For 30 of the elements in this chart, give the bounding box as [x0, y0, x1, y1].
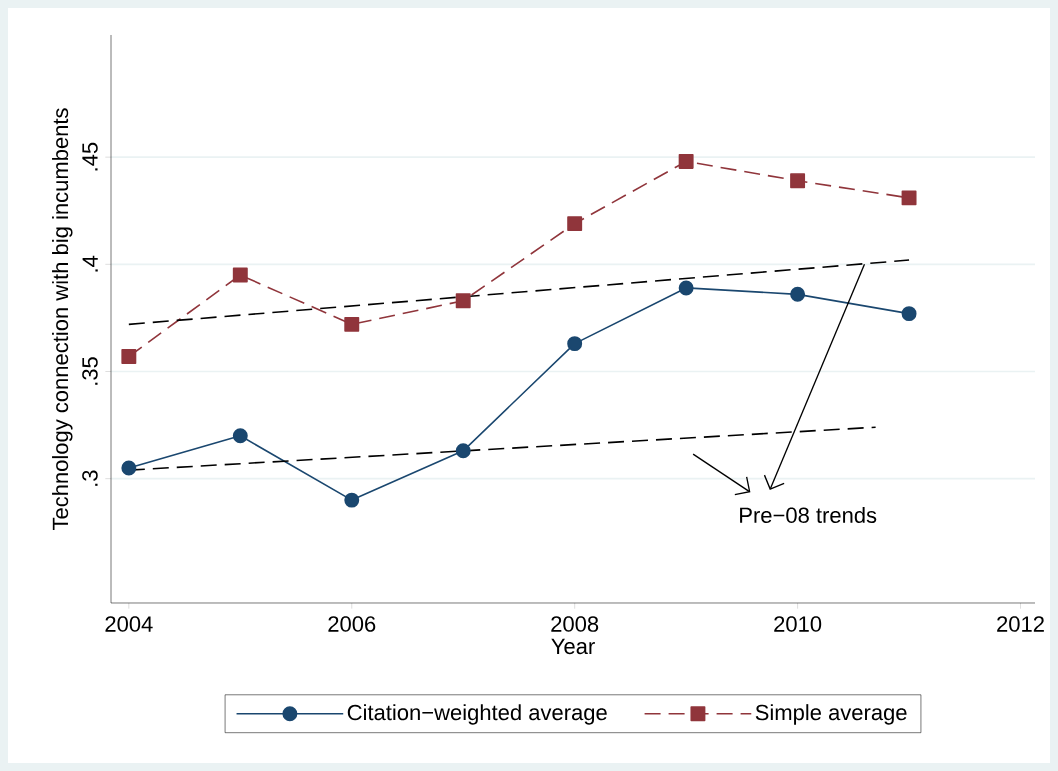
legend-label: Simple average — [755, 704, 907, 725]
point — [455, 443, 471, 459]
point — [567, 216, 583, 232]
point — [344, 316, 360, 332]
point — [790, 286, 806, 302]
x-tick-label: 2012 — [997, 616, 1044, 632]
point — [678, 153, 694, 169]
point — [232, 428, 248, 444]
point — [678, 280, 694, 296]
x-axis-title: Year — [551, 638, 595, 655]
y-tick-label: .45 — [82, 142, 98, 171]
annotation: Pre−08 trends — [740, 506, 877, 524]
x-tick-label: 2004 — [105, 616, 153, 632]
point — [790, 173, 806, 189]
x-tick-label: 2006 — [328, 616, 376, 632]
point — [344, 492, 360, 508]
legend-label: Citation−weighted average — [347, 704, 607, 725]
point — [121, 349, 137, 364]
x-tick-label: 2008 — [551, 616, 599, 632]
point — [901, 306, 917, 322]
x-tick-label: 2010 — [774, 616, 822, 632]
point — [121, 460, 137, 476]
point — [455, 293, 471, 309]
point — [567, 336, 583, 352]
point — [901, 190, 917, 206]
y-tick-label: .35 — [82, 357, 98, 385]
y-tick-label: .3 — [82, 470, 98, 486]
point — [232, 267, 248, 283]
y-tick-label: .4 — [82, 255, 98, 272]
y-axis-title: Technology connection with big incumbents — [52, 108, 73, 531]
